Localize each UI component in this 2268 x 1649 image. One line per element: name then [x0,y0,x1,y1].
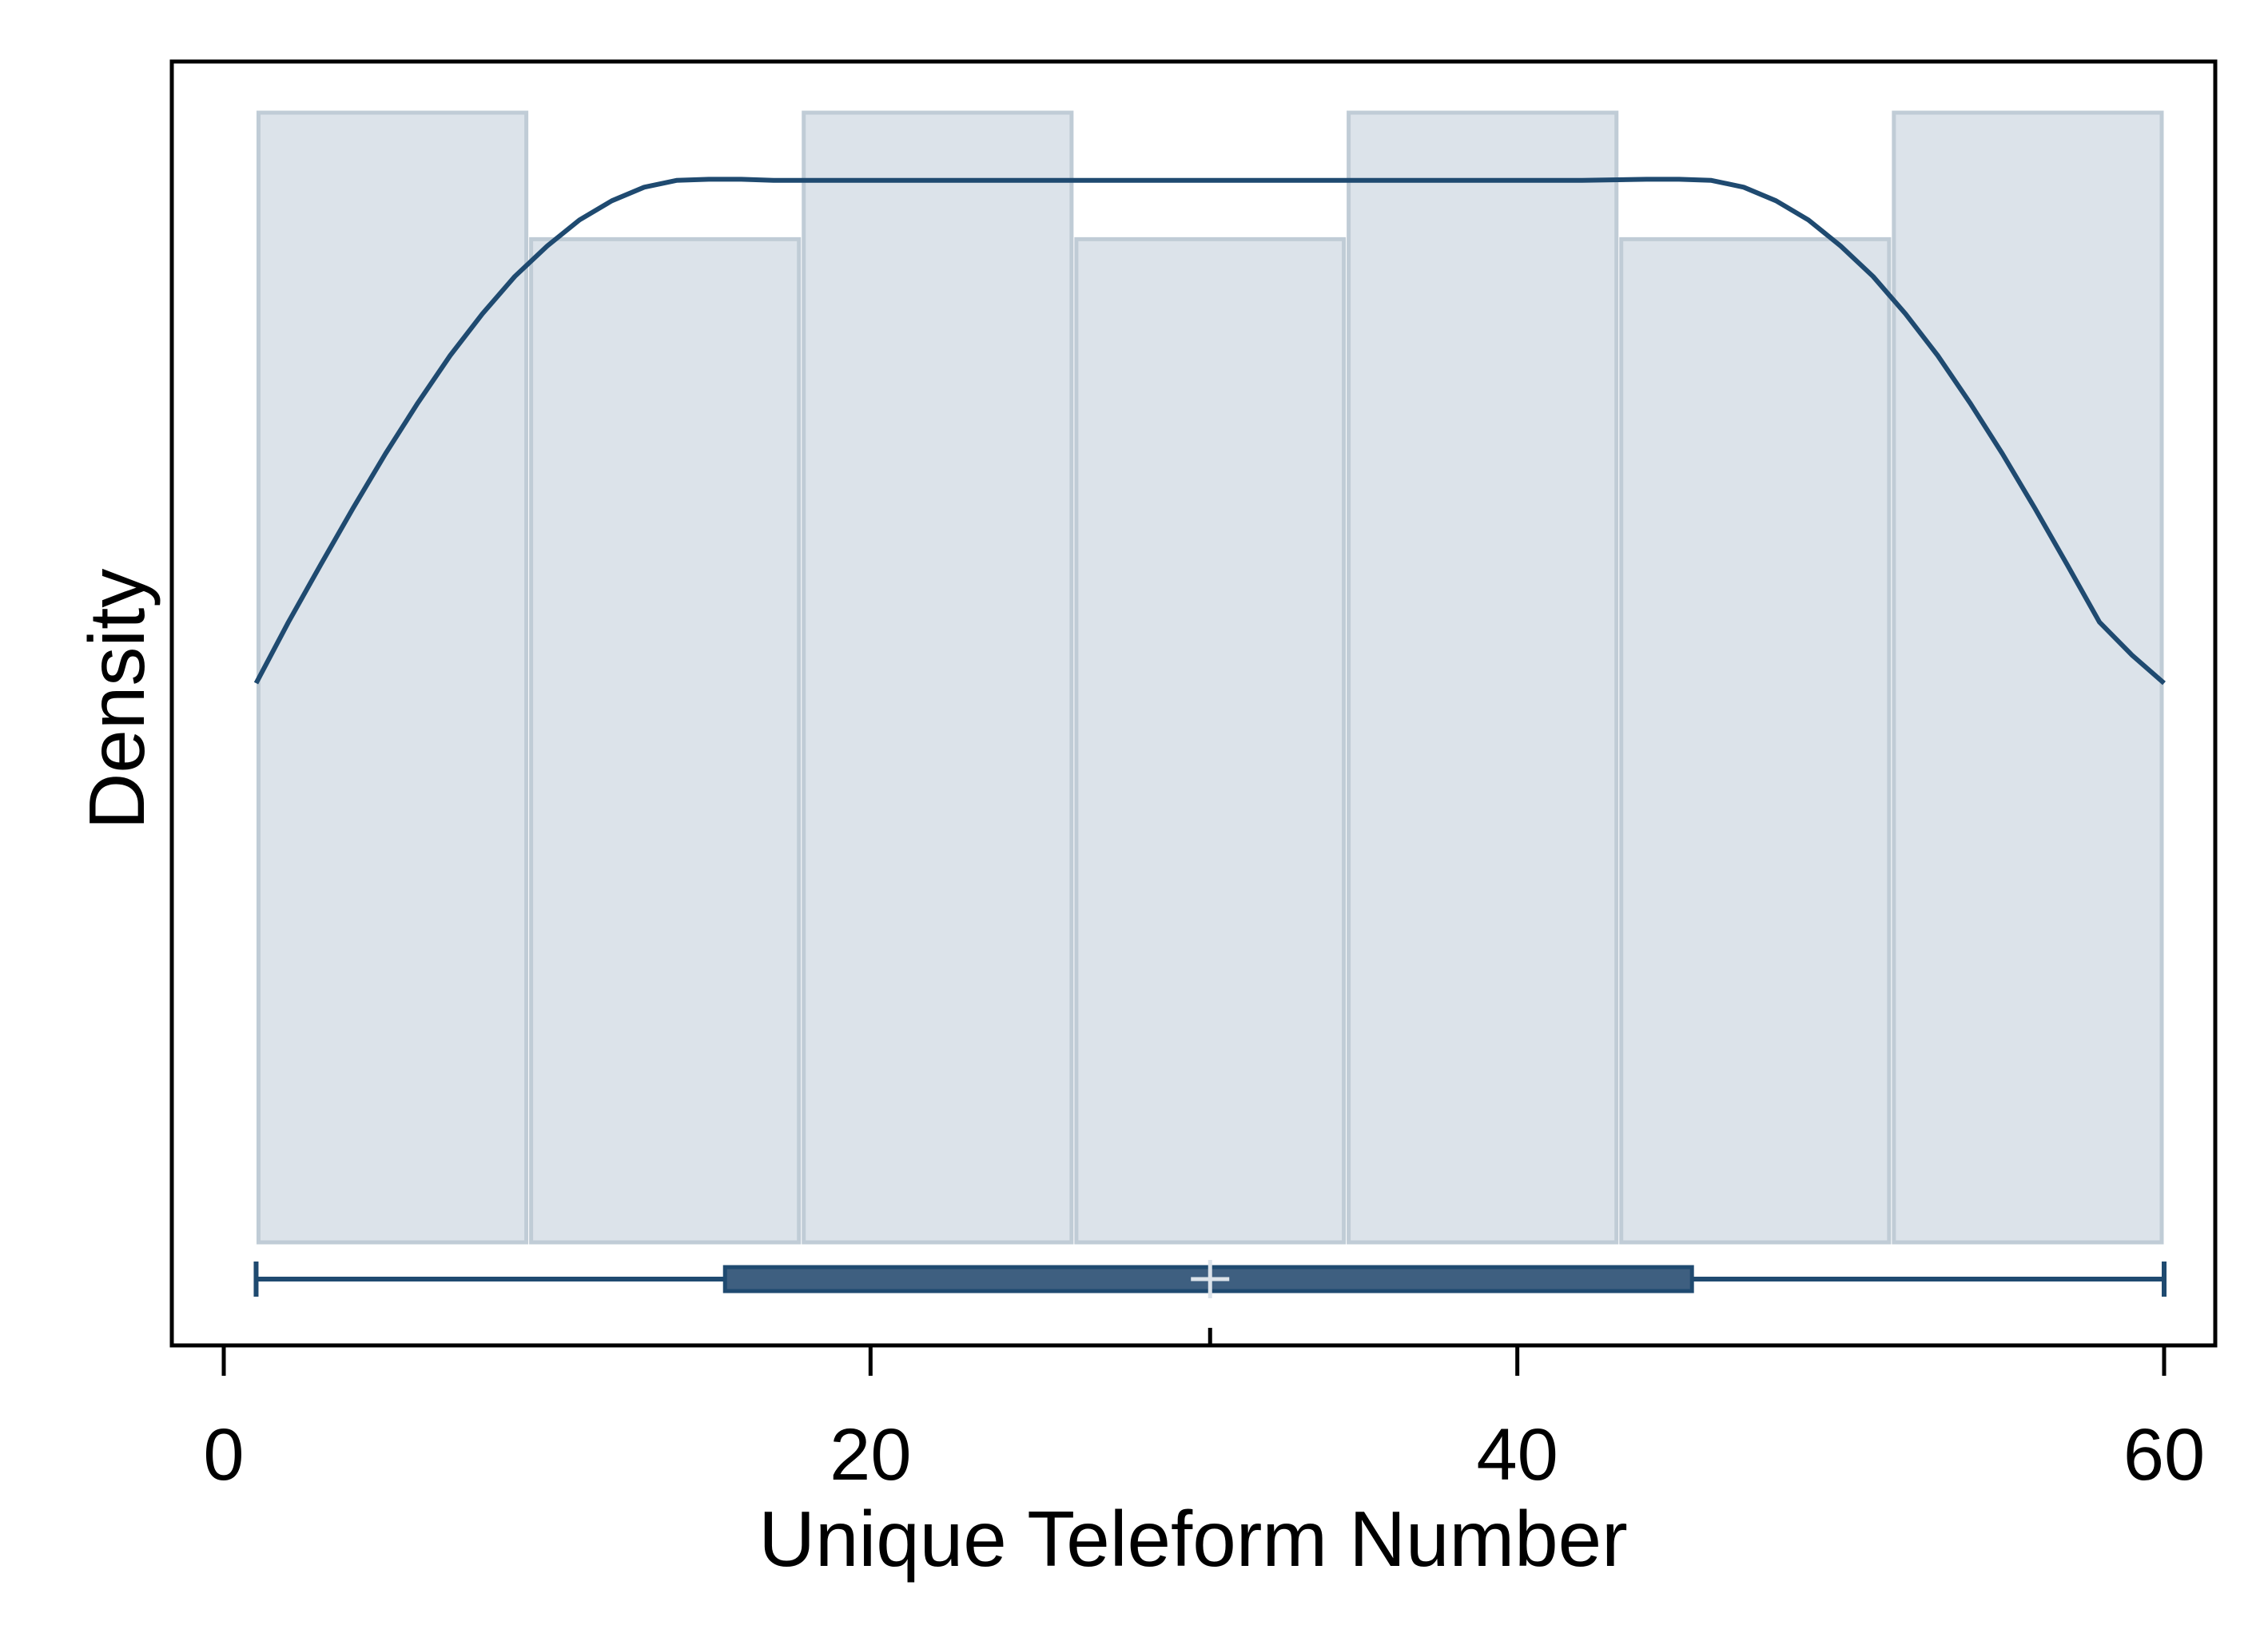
x-tick-label: 0 [203,1414,244,1496]
histogram-bar [802,110,1074,1245]
histogram-bar [1892,110,2164,1245]
y-axis-title: Density [73,569,161,830]
boxplot [253,1260,2167,1345]
kde-density-curve [253,177,2166,685]
x-axis-ticks: 0 20 40 60 [203,1345,2205,1496]
x-tick-label: 60 [2123,1414,2205,1496]
histogram-bar [1347,110,1619,1245]
x-axis-title: Unique Teleform Number [758,1495,1628,1583]
histogram-bars [256,110,2164,1245]
histogram-bar [529,236,802,1245]
x-tick-label: 40 [1476,1414,1558,1496]
histogram-bar [1074,236,1347,1245]
x-tick-label: 20 [830,1414,911,1496]
histogram-bar [1619,236,1892,1245]
histogram-bar [256,110,529,1245]
